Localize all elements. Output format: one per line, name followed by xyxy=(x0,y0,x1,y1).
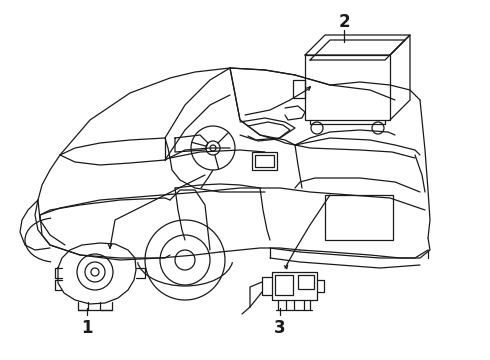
Bar xyxy=(298,275,314,289)
Text: 2: 2 xyxy=(338,13,350,31)
Bar xyxy=(252,152,277,170)
Bar xyxy=(325,195,393,240)
Text: 3: 3 xyxy=(274,319,286,337)
Bar xyxy=(255,155,274,167)
Bar xyxy=(293,80,305,98)
Bar xyxy=(305,55,390,120)
Text: 1: 1 xyxy=(81,319,93,337)
Bar xyxy=(275,275,293,295)
